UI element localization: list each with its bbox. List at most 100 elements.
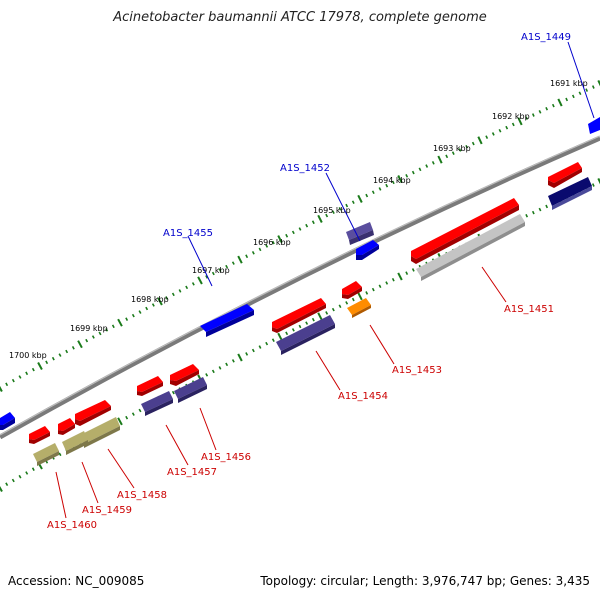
minor-tick [71, 346, 75, 350]
minor-tick [271, 338, 275, 342]
scale-label-1700: 1700 kbp [9, 351, 47, 360]
gene-red-far-right-shade [548, 168, 582, 188]
gene-navy-far-right[interactable] [548, 177, 592, 206]
minor-tick [431, 161, 435, 165]
minor-tick [338, 207, 342, 211]
label-a1s-1455[interactable]: A1S_1455 [163, 228, 213, 239]
minor-tick [378, 187, 382, 191]
minor-tick [51, 356, 55, 361]
label-a1s-1454[interactable]: A1S_1454 [338, 391, 388, 402]
gene-a1s-1451[interactable] [416, 214, 525, 277]
major-tick [317, 214, 323, 223]
label-a1s-1457[interactable]: A1S_1457 [167, 467, 217, 478]
gene-a1s-1459[interactable] [62, 431, 88, 451]
reverse-callouts [55, 266, 507, 519]
minor-tick [25, 471, 29, 475]
callout-a1s-1449 [567, 41, 595, 119]
minor-tick [91, 335, 95, 339]
minor-tick [331, 210, 335, 214]
genome-backbone-highlight [0, 135, 600, 436]
gene-red-1457[interactable] [137, 376, 163, 392]
label-a1s-1456[interactable]: A1S_1456 [201, 452, 251, 463]
gene-a1s-1453[interactable] [347, 298, 371, 315]
gene-red-1456[interactable] [170, 364, 199, 381]
label-a1s-1460[interactable]: A1S_1460 [47, 520, 97, 531]
minor-tick [505, 125, 509, 130]
minor-tick [218, 268, 222, 272]
label-a1s-1452[interactable]: A1S_1452 [280, 163, 330, 174]
minor-tick [351, 200, 355, 204]
gene-red-1454[interactable] [272, 298, 326, 329]
gene-navy-far-right-shade [552, 186, 592, 210]
gene-a1s-1459-shade [66, 440, 88, 455]
minor-tick [265, 341, 269, 346]
minor-tick [491, 132, 495, 136]
gene-red-1453[interactable] [342, 281, 362, 295]
minor-tick [391, 277, 395, 282]
minor-tick [591, 183, 595, 187]
minor-tick [138, 408, 142, 413]
gene-red-1460[interactable] [29, 426, 50, 440]
label-a1s-1458[interactable]: A1S_1458 [117, 490, 167, 501]
gene-a1s-1458[interactable] [80, 417, 120, 444]
minor-tick [231, 359, 235, 363]
gene-a1s-1449[interactable] [588, 117, 600, 134]
gene-a1s-1455[interactable] [200, 304, 254, 332]
gene-a1s-1460-shade [37, 451, 59, 466]
minor-tick [511, 122, 515, 127]
gene-red-1453-shade [342, 287, 362, 299]
minor-tick [178, 289, 182, 293]
gene-a1s-1456[interactable] [174, 377, 207, 399]
minor-tick [378, 284, 382, 289]
gene-left-edge[interactable] [0, 412, 15, 425]
minor-tick [545, 106, 549, 111]
major-tick [277, 332, 283, 341]
callout-a1s-1457 [165, 424, 189, 466]
major-tick [477, 136, 483, 145]
gene-a1s-1453-shade [352, 305, 371, 318]
minor-tick [251, 348, 255, 353]
gene-red-far-right[interactable] [548, 162, 582, 183]
minor-tick [551, 103, 555, 108]
minor-tick [498, 128, 502, 133]
callout-a1s-1458 [107, 448, 135, 489]
label-a1s-1453[interactable]: A1S_1453 [392, 365, 442, 376]
minor-tick [45, 360, 49, 365]
gene-red-1459-shade [58, 424, 75, 435]
minor-tick [338, 304, 342, 309]
minor-tick [405, 271, 409, 275]
minor-tick [85, 338, 89, 343]
gene-a1s-1460[interactable] [33, 443, 59, 462]
minor-tick [151, 303, 155, 307]
minor-tick [5, 382, 9, 387]
minor-tick [205, 275, 209, 279]
gene-a1s-1452[interactable] [356, 240, 379, 255]
minor-tick [311, 220, 315, 225]
label-a1s-1449[interactable]: A1S_1449 [521, 32, 571, 43]
minor-tick [405, 174, 409, 178]
major-tick [317, 312, 323, 321]
gene-a1s-1457[interactable] [141, 391, 173, 412]
major-tick [197, 276, 203, 285]
minor-tick [345, 203, 349, 208]
gene-red-1458[interactable] [75, 400, 111, 421]
label-a1s-1451[interactable]: A1S_1451 [504, 304, 554, 315]
gene-red-1458-shade [75, 406, 111, 426]
major-tick [77, 340, 83, 349]
minor-tick [105, 328, 109, 332]
gene-a1s-1451-red[interactable] [411, 198, 519, 259]
gene-purple-1695[interactable] [346, 222, 373, 240]
label-a1s-1459[interactable]: A1S_1459 [82, 505, 132, 516]
minor-tick [465, 144, 469, 149]
reverse-features [29, 162, 592, 466]
gene-red-1459[interactable] [58, 418, 75, 431]
minor-tick [111, 324, 115, 329]
gene-a1s-1454[interactable] [276, 315, 335, 351]
minor-tick [31, 367, 35, 372]
minor-tick [385, 281, 389, 285]
minor-tick [351, 297, 355, 302]
callout-a1s-1452 [325, 172, 361, 242]
minor-tick [131, 313, 135, 318]
major-tick [357, 292, 363, 301]
minor-tick [98, 331, 102, 336]
